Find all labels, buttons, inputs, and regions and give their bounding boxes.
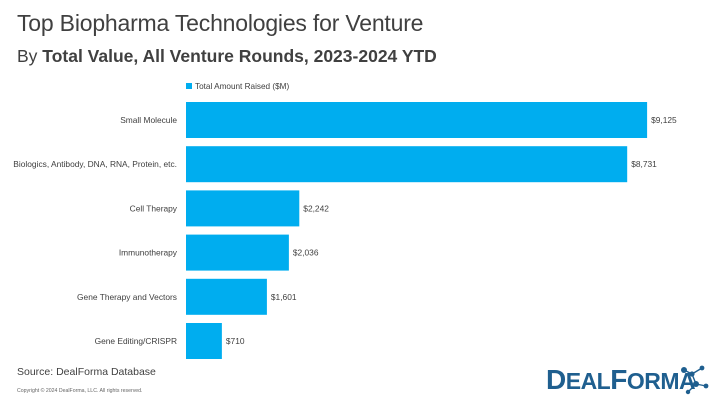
value-label-1: $8,731: [631, 159, 657, 169]
value-label-0: $9,125: [651, 115, 677, 125]
subtitle-bold: Total Value, All Venture Rounds, 2023-20…: [42, 46, 437, 66]
bar-chart: Total Amount Raised ($M) Small Molecule $…: [13, 82, 677, 359]
subtitle-prefix: By: [17, 46, 43, 66]
bar-3: [186, 234, 289, 271]
legend-swatch: [186, 83, 192, 89]
chart-legend: Total Amount Raised ($M): [186, 82, 289, 91]
source-note: Source: DealForma Database: [17, 366, 156, 378]
chart-title: Top Biopharma Technologies for Venture: [17, 10, 424, 36]
category-label-2: Cell Therapy: [130, 203, 178, 213]
bar-0: [186, 102, 648, 138]
chart-subtitle: By Total Value, All Venture Rounds, 2023…: [17, 46, 437, 67]
bar-4: [186, 278, 267, 315]
category-label-5: Gene Editing/CRISPR: [95, 336, 177, 346]
dealforma-logo: DEALFORMA: [546, 362, 716, 398]
category-label-1: Biologics, Antibody, DNA, RNA, Protein, …: [13, 159, 177, 169]
molecule-dots-icon: [681, 365, 709, 395]
category-label-4: Gene Therapy and Vectors: [77, 292, 177, 302]
value-label-4: $1,601: [271, 292, 297, 302]
value-label-3: $2,036: [293, 248, 319, 258]
category-label-3: Immunotherapy: [119, 248, 178, 258]
bar-5: [186, 323, 222, 359]
bar-2: [186, 190, 300, 227]
value-label-2: $2,242: [303, 203, 329, 213]
value-label-5: $710: [226, 336, 245, 346]
logo-wordmark: DEALFORMA: [546, 364, 696, 395]
copyright-note: Copyright © 2024 DealForma, LLC. All rig…: [17, 388, 143, 394]
category-label-0: Small Molecule: [120, 115, 177, 125]
bar-1: [186, 146, 628, 183]
legend-label: Total Amount Raised ($M): [195, 82, 289, 91]
